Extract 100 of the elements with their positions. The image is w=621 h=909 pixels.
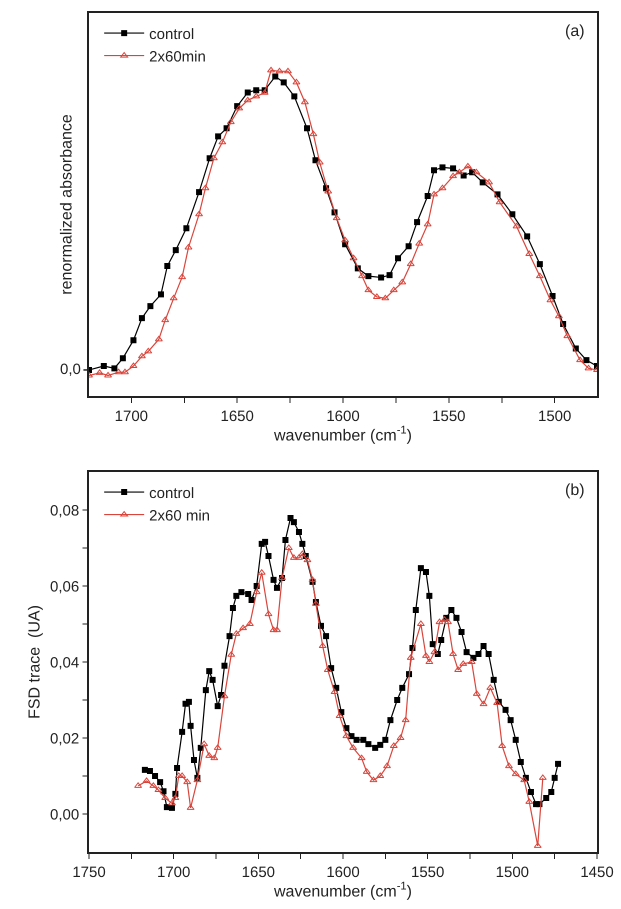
point: [341, 236, 350, 242]
point: [276, 68, 284, 74]
point: [158, 291, 164, 298]
point: [291, 93, 298, 100]
y-tick-label: 0,02: [50, 730, 80, 748]
point: [300, 98, 309, 104]
point: [524, 233, 530, 240]
point: [509, 211, 516, 218]
point: [164, 263, 170, 270]
point: [218, 138, 226, 144]
point: [267, 66, 275, 72]
point: [472, 168, 480, 174]
x-tick-label: 1600: [326, 408, 360, 425]
point: [226, 118, 235, 124]
point: [554, 312, 563, 318]
point: [415, 240, 424, 246]
point: [576, 356, 584, 362]
point: [460, 172, 467, 179]
point: [184, 244, 192, 250]
point: [144, 348, 152, 354]
point: [450, 165, 456, 172]
point: [292, 78, 300, 84]
point: [235, 104, 244, 110]
point: [120, 355, 126, 362]
point: [464, 162, 472, 168]
point: [178, 274, 186, 280]
x-tick-label: 1550: [410, 864, 444, 881]
text: 0,0: [60, 361, 81, 378]
y-tick-label: 0,00: [50, 806, 80, 824]
point: [406, 243, 412, 250]
point: [183, 225, 190, 232]
point: [424, 220, 432, 226]
point: [395, 255, 402, 262]
point: [485, 178, 494, 184]
point: [496, 198, 504, 204]
point: [210, 154, 218, 160]
point: [536, 272, 544, 278]
point: [272, 74, 278, 80]
y-tick-label: 0,06: [50, 578, 80, 596]
point: [244, 89, 251, 96]
point: [138, 315, 145, 322]
x-tick-label: 1650: [220, 408, 254, 425]
legend-label: 2x60min: [149, 48, 206, 66]
point: [114, 368, 123, 374]
x-tick-label: 1450: [580, 864, 614, 881]
point: [161, 316, 170, 322]
point: [96, 369, 104, 375]
point: [195, 210, 204, 216]
text: (a): [565, 23, 585, 40]
point: [201, 184, 210, 190]
point: [100, 363, 107, 370]
point: [129, 362, 138, 368]
point: [386, 272, 393, 278]
point: [365, 273, 372, 280]
point: [439, 164, 446, 170]
x-tick-label: 1700: [156, 864, 190, 881]
point: [358, 272, 366, 278]
point: [316, 158, 324, 164]
point: [309, 130, 318, 136]
point: [312, 157, 318, 164]
x-tick-label: 1500: [496, 864, 530, 881]
point: [431, 167, 438, 174]
point: [378, 274, 384, 280]
point: [172, 247, 179, 254]
x-tick-label: 1550: [432, 408, 466, 425]
y-axis-title: renormalized absorbance: [58, 114, 76, 295]
x-tick-label: 1650: [242, 864, 276, 881]
point: [111, 365, 118, 372]
x-tick-label: 1750: [72, 864, 106, 881]
point: [584, 364, 592, 370]
y-axis-title: FSD trace (UA): [26, 605, 44, 719]
point: [147, 303, 154, 310]
point: [130, 337, 136, 344]
annotation: (b): [565, 482, 585, 499]
legend-label: control: [149, 26, 194, 43]
x-axis-title: wavenumber (cm$^{-1}$): [273, 880, 412, 900]
point: [304, 125, 310, 132]
point: [215, 133, 222, 140]
point: [406, 260, 415, 266]
y-tick-label: 0,04: [50, 654, 80, 672]
point: [284, 68, 292, 74]
point: [244, 96, 252, 102]
point: [104, 372, 112, 378]
point: [550, 293, 556, 300]
point: [121, 368, 129, 374]
point: [381, 294, 390, 300]
point: [350, 254, 358, 260]
point: [390, 286, 398, 292]
point: [154, 336, 163, 342]
point: [583, 357, 590, 364]
point: [424, 193, 431, 200]
point: [372, 293, 381, 299]
point: [455, 168, 464, 174]
x-tick-label: 1600: [326, 864, 360, 881]
legend-label: control: [149, 484, 194, 502]
point: [546, 296, 554, 302]
x-tick-label: 1700: [114, 408, 148, 425]
point: [430, 190, 438, 196]
point: [253, 87, 260, 94]
point: [280, 79, 287, 86]
